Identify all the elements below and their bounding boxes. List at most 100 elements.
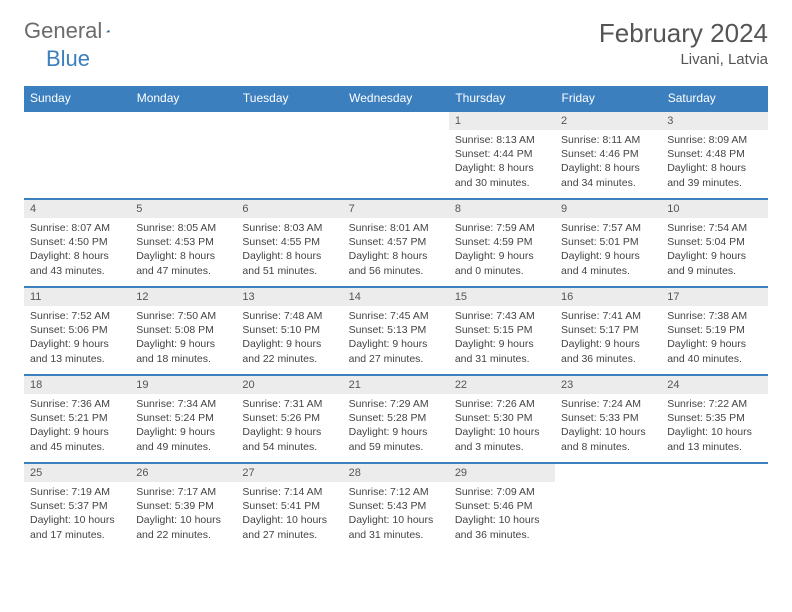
day-info: Sunrise: 8:01 AMSunset: 4:57 PMDaylight:… (343, 218, 449, 281)
calendar-day-cell: 29Sunrise: 7:09 AMSunset: 5:46 PMDayligh… (449, 463, 555, 551)
daylight-line: Daylight: 9 hours and 9 minutes. (667, 249, 761, 277)
sunrise-line: Sunrise: 7:41 AM (561, 309, 655, 323)
day-number: 26 (130, 464, 236, 482)
calendar-week-row: 18Sunrise: 7:36 AMSunset: 5:21 PMDayligh… (24, 375, 768, 463)
calendar-day-cell: 24Sunrise: 7:22 AMSunset: 5:35 PMDayligh… (661, 375, 767, 463)
calendar-day-cell: 17Sunrise: 7:38 AMSunset: 5:19 PMDayligh… (661, 287, 767, 375)
day-info: Sunrise: 7:48 AMSunset: 5:10 PMDaylight:… (236, 306, 342, 369)
daylight-line: Daylight: 10 hours and 31 minutes. (349, 513, 443, 541)
calendar-day-cell: 21Sunrise: 7:29 AMSunset: 5:28 PMDayligh… (343, 375, 449, 463)
day-number: 22 (449, 376, 555, 394)
sunrise-line: Sunrise: 7:38 AM (667, 309, 761, 323)
sunset-line: Sunset: 5:01 PM (561, 235, 655, 249)
day-number: 11 (24, 288, 130, 306)
logo-text-1: General (24, 18, 102, 44)
sunset-line: Sunset: 5:28 PM (349, 411, 443, 425)
day-info: Sunrise: 7:29 AMSunset: 5:28 PMDaylight:… (343, 394, 449, 457)
calendar-empty-cell (661, 463, 767, 551)
day-info: Sunrise: 7:31 AMSunset: 5:26 PMDaylight:… (236, 394, 342, 457)
calendar-week-row: 4Sunrise: 8:07 AMSunset: 4:50 PMDaylight… (24, 199, 768, 287)
calendar-body: 1Sunrise: 8:13 AMSunset: 4:44 PMDaylight… (24, 111, 768, 551)
daylight-line: Daylight: 8 hours and 34 minutes. (561, 161, 655, 189)
daylight-line: Daylight: 9 hours and 49 minutes. (136, 425, 230, 453)
day-info: Sunrise: 7:43 AMSunset: 5:15 PMDaylight:… (449, 306, 555, 369)
logo-triangle-icon (106, 23, 110, 39)
logo: General (24, 18, 132, 44)
sunset-line: Sunset: 5:39 PM (136, 499, 230, 513)
sunrise-line: Sunrise: 7:34 AM (136, 397, 230, 411)
day-info: Sunrise: 8:11 AMSunset: 4:46 PMDaylight:… (555, 130, 661, 193)
day-number: 13 (236, 288, 342, 306)
sunset-line: Sunset: 5:37 PM (30, 499, 124, 513)
day-info: Sunrise: 8:09 AMSunset: 4:48 PMDaylight:… (661, 130, 767, 193)
weekday-header: Friday (555, 86, 661, 111)
logo-text-2: Blue (46, 46, 90, 71)
daylight-line: Daylight: 8 hours and 30 minutes. (455, 161, 549, 189)
sunset-line: Sunset: 4:55 PM (242, 235, 336, 249)
daylight-line: Daylight: 9 hours and 59 minutes. (349, 425, 443, 453)
sunset-line: Sunset: 4:59 PM (455, 235, 549, 249)
sunset-line: Sunset: 5:17 PM (561, 323, 655, 337)
sunset-line: Sunset: 4:44 PM (455, 147, 549, 161)
sunset-line: Sunset: 5:26 PM (242, 411, 336, 425)
day-number: 4 (24, 200, 130, 218)
day-number: 9 (555, 200, 661, 218)
day-info: Sunrise: 8:03 AMSunset: 4:55 PMDaylight:… (236, 218, 342, 281)
sunrise-line: Sunrise: 8:05 AM (136, 221, 230, 235)
daylight-line: Daylight: 8 hours and 43 minutes. (30, 249, 124, 277)
daylight-line: Daylight: 10 hours and 22 minutes. (136, 513, 230, 541)
daylight-line: Daylight: 9 hours and 54 minutes. (242, 425, 336, 453)
sunrise-line: Sunrise: 7:45 AM (349, 309, 443, 323)
day-number: 5 (130, 200, 236, 218)
daylight-line: Daylight: 10 hours and 13 minutes. (667, 425, 761, 453)
sunset-line: Sunset: 5:43 PM (349, 499, 443, 513)
weekday-header: Sunday (24, 86, 130, 111)
daylight-line: Daylight: 10 hours and 8 minutes. (561, 425, 655, 453)
day-number: 19 (130, 376, 236, 394)
calendar-day-cell: 1Sunrise: 8:13 AMSunset: 4:44 PMDaylight… (449, 111, 555, 199)
calendar-day-cell: 23Sunrise: 7:24 AMSunset: 5:33 PMDayligh… (555, 375, 661, 463)
calendar-day-cell: 22Sunrise: 7:26 AMSunset: 5:30 PMDayligh… (449, 375, 555, 463)
day-number: 25 (24, 464, 130, 482)
day-info: Sunrise: 7:41 AMSunset: 5:17 PMDaylight:… (555, 306, 661, 369)
calendar-day-cell: 6Sunrise: 8:03 AMSunset: 4:55 PMDaylight… (236, 199, 342, 287)
calendar-day-cell: 28Sunrise: 7:12 AMSunset: 5:43 PMDayligh… (343, 463, 449, 551)
weekday-header: Tuesday (236, 86, 342, 111)
day-info: Sunrise: 7:57 AMSunset: 5:01 PMDaylight:… (555, 218, 661, 281)
title-block: February 2024 Livani, Latvia (599, 18, 768, 68)
calendar-empty-cell (130, 111, 236, 199)
sunrise-line: Sunrise: 7:26 AM (455, 397, 549, 411)
calendar-week-row: 25Sunrise: 7:19 AMSunset: 5:37 PMDayligh… (24, 463, 768, 551)
day-number: 21 (343, 376, 449, 394)
day-number: 10 (661, 200, 767, 218)
day-info: Sunrise: 8:05 AMSunset: 4:53 PMDaylight:… (130, 218, 236, 281)
daylight-line: Daylight: 9 hours and 36 minutes. (561, 337, 655, 365)
daylight-line: Daylight: 9 hours and 18 minutes. (136, 337, 230, 365)
day-info: Sunrise: 7:38 AMSunset: 5:19 PMDaylight:… (661, 306, 767, 369)
day-info: Sunrise: 7:52 AMSunset: 5:06 PMDaylight:… (24, 306, 130, 369)
sunrise-line: Sunrise: 8:03 AM (242, 221, 336, 235)
day-info: Sunrise: 7:34 AMSunset: 5:24 PMDaylight:… (130, 394, 236, 457)
calendar-empty-cell (236, 111, 342, 199)
sunset-line: Sunset: 5:04 PM (667, 235, 761, 249)
sunrise-line: Sunrise: 7:59 AM (455, 221, 549, 235)
daylight-line: Daylight: 9 hours and 27 minutes. (349, 337, 443, 365)
day-info: Sunrise: 7:19 AMSunset: 5:37 PMDaylight:… (24, 482, 130, 545)
day-number: 8 (449, 200, 555, 218)
day-number: 6 (236, 200, 342, 218)
sunset-line: Sunset: 5:15 PM (455, 323, 549, 337)
day-info: Sunrise: 7:54 AMSunset: 5:04 PMDaylight:… (661, 218, 767, 281)
daylight-line: Daylight: 8 hours and 39 minutes. (667, 161, 761, 189)
day-number: 27 (236, 464, 342, 482)
sunrise-line: Sunrise: 8:11 AM (561, 133, 655, 147)
weekday-header: Monday (130, 86, 236, 111)
sunset-line: Sunset: 4:53 PM (136, 235, 230, 249)
day-info: Sunrise: 7:12 AMSunset: 5:43 PMDaylight:… (343, 482, 449, 545)
calendar-week-row: 1Sunrise: 8:13 AMSunset: 4:44 PMDaylight… (24, 111, 768, 199)
sunrise-line: Sunrise: 7:14 AM (242, 485, 336, 499)
daylight-line: Daylight: 10 hours and 36 minutes. (455, 513, 549, 541)
day-number: 2 (555, 112, 661, 130)
sunset-line: Sunset: 5:35 PM (667, 411, 761, 425)
daylight-line: Daylight: 9 hours and 40 minutes. (667, 337, 761, 365)
day-info: Sunrise: 7:14 AMSunset: 5:41 PMDaylight:… (236, 482, 342, 545)
